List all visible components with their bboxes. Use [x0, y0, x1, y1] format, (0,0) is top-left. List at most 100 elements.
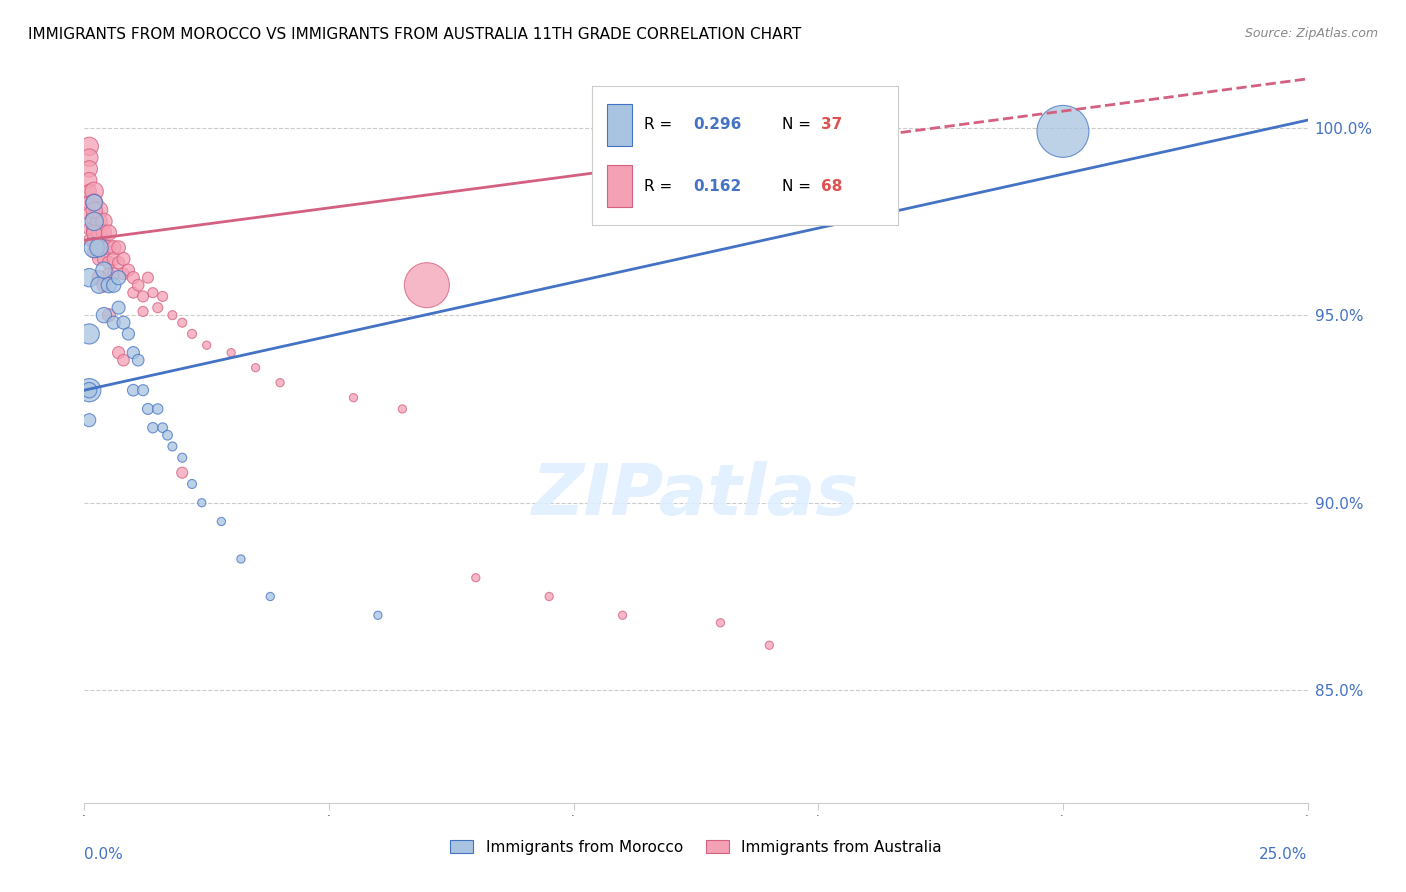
- Point: [172, 466, 194, 480]
- Point: [162, 440, 184, 454]
- Point: [103, 241, 125, 255]
- Point: [83, 203, 105, 218]
- Text: 25.0%: 25.0%: [1260, 847, 1308, 862]
- Point: [132, 383, 155, 397]
- Point: [103, 267, 125, 281]
- Point: [117, 263, 139, 277]
- Point: [229, 552, 252, 566]
- Point: [107, 301, 129, 315]
- Point: [83, 241, 105, 255]
- Point: [87, 270, 110, 285]
- Point: [416, 278, 439, 293]
- Point: [77, 222, 100, 236]
- Point: [156, 428, 179, 442]
- Point: [83, 233, 105, 247]
- Point: [93, 241, 115, 255]
- Point: [87, 214, 110, 228]
- Point: [342, 391, 364, 405]
- Point: [132, 304, 155, 318]
- Point: [77, 383, 100, 397]
- Point: [107, 270, 129, 285]
- Point: [87, 241, 110, 255]
- Point: [83, 244, 105, 259]
- Point: [77, 326, 100, 341]
- Point: [107, 255, 129, 269]
- Point: [195, 338, 218, 352]
- Point: [83, 214, 105, 228]
- Point: [181, 326, 204, 341]
- Point: [87, 203, 110, 218]
- Point: [122, 270, 145, 285]
- Point: [181, 477, 204, 491]
- Point: [136, 401, 159, 416]
- Point: [83, 195, 105, 210]
- Point: [538, 590, 561, 604]
- Point: [219, 345, 242, 359]
- Point: [93, 263, 115, 277]
- Point: [87, 241, 110, 255]
- Text: IMMIGRANTS FROM MOROCCO VS IMMIGRANTS FROM AUSTRALIA 11TH GRADE CORRELATION CHAR: IMMIGRANTS FROM MOROCCO VS IMMIGRANTS FR…: [28, 27, 801, 42]
- Text: 0.0%: 0.0%: [84, 847, 124, 862]
- Point: [93, 308, 115, 322]
- Point: [107, 345, 129, 359]
- Point: [83, 211, 105, 225]
- Point: [83, 185, 105, 199]
- Point: [245, 360, 267, 375]
- Point: [77, 173, 100, 187]
- Point: [97, 267, 120, 281]
- Point: [709, 615, 731, 630]
- Point: [87, 226, 110, 240]
- Point: [612, 608, 634, 623]
- Point: [83, 195, 105, 210]
- Point: [87, 252, 110, 266]
- Point: [112, 267, 135, 281]
- Point: [77, 207, 100, 221]
- Point: [77, 233, 100, 247]
- Point: [107, 241, 129, 255]
- Point: [77, 151, 100, 165]
- Point: [1052, 124, 1074, 138]
- Point: [152, 289, 174, 303]
- Point: [132, 289, 155, 303]
- Point: [122, 285, 145, 300]
- Point: [77, 413, 100, 427]
- Point: [77, 139, 100, 153]
- Point: [191, 496, 214, 510]
- Point: [93, 214, 115, 228]
- Point: [259, 590, 281, 604]
- Point: [112, 353, 135, 368]
- Point: [758, 638, 780, 652]
- Point: [142, 285, 165, 300]
- Point: [83, 226, 105, 240]
- Point: [172, 450, 194, 465]
- Point: [77, 270, 100, 285]
- Point: [146, 301, 169, 315]
- Text: ZIPatlas: ZIPatlas: [533, 461, 859, 530]
- Point: [103, 252, 125, 266]
- Point: [77, 161, 100, 176]
- Point: [83, 222, 105, 236]
- Point: [136, 270, 159, 285]
- Point: [269, 376, 291, 390]
- Point: [367, 608, 389, 623]
- Point: [127, 353, 149, 368]
- Point: [77, 195, 100, 210]
- Point: [93, 278, 115, 293]
- Point: [103, 316, 125, 330]
- Point: [97, 255, 120, 269]
- Point: [97, 226, 120, 240]
- Point: [146, 401, 169, 416]
- Point: [127, 278, 149, 293]
- Point: [162, 308, 184, 322]
- Point: [391, 401, 413, 416]
- Point: [112, 316, 135, 330]
- Point: [97, 278, 120, 293]
- Point: [142, 420, 165, 434]
- Point: [172, 316, 194, 330]
- Point: [152, 420, 174, 434]
- Point: [93, 226, 115, 240]
- Point: [87, 278, 110, 293]
- Point: [77, 383, 100, 397]
- Point: [97, 241, 120, 255]
- Point: [122, 345, 145, 359]
